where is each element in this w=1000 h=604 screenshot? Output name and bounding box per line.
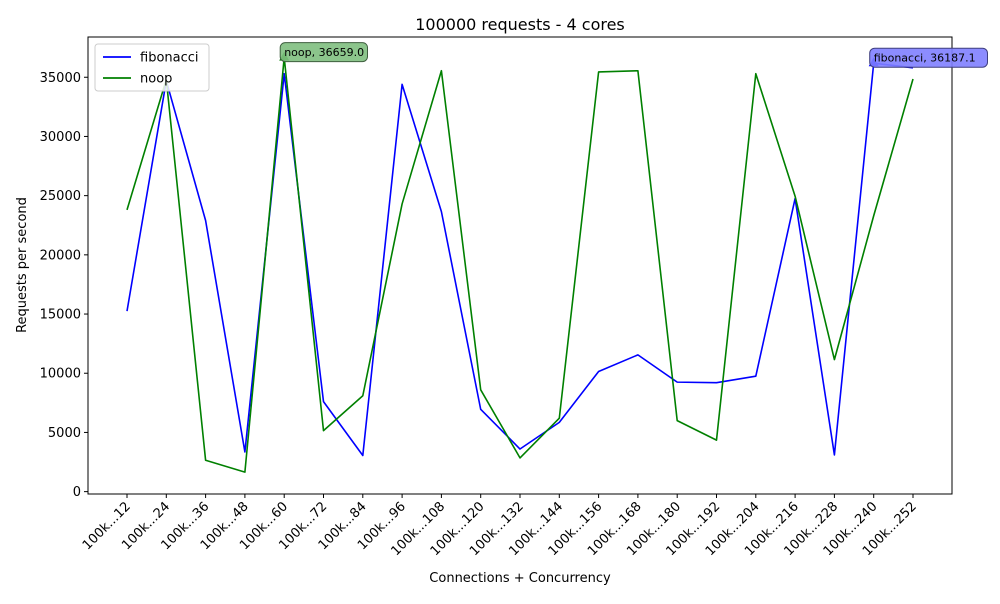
y-tick-label: 10000 xyxy=(40,367,81,382)
legend-label-fibonacci: fibonacci xyxy=(140,51,199,66)
annotation-box-noop xyxy=(279,42,369,63)
legend: fibonacci noop xyxy=(94,43,210,92)
x-axis-label: Connections + Concurrency xyxy=(429,571,611,586)
series-line-noop xyxy=(126,56,914,473)
y-tick-label: 15000 xyxy=(40,308,81,323)
series-line-fibonacci xyxy=(126,62,914,457)
y-tick-label: 20000 xyxy=(40,248,81,263)
legend-label-noop: noop xyxy=(140,72,172,87)
chart-title: 100000 requests - 4 cores xyxy=(415,15,625,34)
y-tick-label: 25000 xyxy=(40,189,81,204)
y-tick-label: 30000 xyxy=(40,130,81,145)
y-tick-label: 5000 xyxy=(48,426,81,441)
annotation-label-noop: noop, 36659.0 xyxy=(284,46,364,59)
legend-box xyxy=(94,43,210,92)
plot-area: 05000100001500020000250003000035000100k.… xyxy=(40,36,989,559)
y-tick-label: 0 xyxy=(73,485,81,500)
plot-frame xyxy=(87,36,953,495)
y-tick-label: 35000 xyxy=(40,71,81,86)
y-axis-label: Requests per second xyxy=(15,197,30,333)
annotation-label-fibonacci: fibonacci, 36187.1 xyxy=(874,52,976,65)
annotation-box-fibonacci xyxy=(869,47,989,68)
